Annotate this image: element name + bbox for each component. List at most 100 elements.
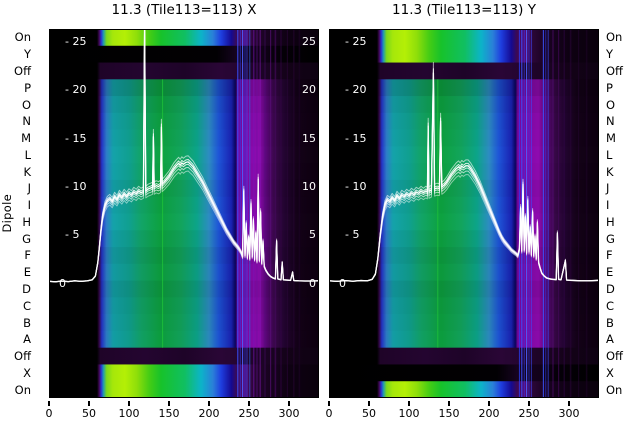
dipole-row-label: Y: [23, 47, 31, 62]
rfi-stripe: [256, 29, 258, 398]
dipole-row-label: Off: [14, 63, 31, 78]
rfi-stripe: [521, 29, 523, 398]
row-dim-overlay: [49, 230, 319, 248]
x-tick: [248, 401, 250, 406]
x-tick-label: 50: [362, 407, 376, 420]
dipole-labels-left: On Y Off P O N M L K J I H G F E D C B A Off X On: [0, 0, 45, 440]
dipole-row-label: On: [606, 382, 623, 397]
dipole-row-label: On: [14, 382, 31, 397]
heatmap-y: [328, 29, 599, 399]
spectrum-trace: [48, 9, 319, 283]
dipole-row-label: P: [24, 80, 31, 95]
heatmap-row-A: [49, 330, 319, 349]
row-dim-overlay: [49, 197, 319, 214]
heatmap-row-P: [49, 79, 319, 97]
heatmap-row-On: [49, 381, 319, 399]
dipole-row-label: H: [22, 214, 31, 229]
dipole-row-label: On: [606, 30, 623, 45]
x-tick: [568, 401, 570, 406]
dipole-row-label: X: [23, 365, 31, 380]
rfi-stripe: [578, 29, 580, 398]
panel-y-title: 11.3 (Tile113=113) Y: [392, 2, 536, 18]
x-tick-label: 300: [558, 407, 580, 420]
rfi-stripe: [280, 29, 282, 398]
rfi-stripe: [563, 29, 565, 398]
rfi-stripe: [274, 29, 277, 398]
rfi-stripe: [530, 29, 532, 398]
dipole-row-label: I: [27, 198, 31, 213]
rfi-stripe: [552, 29, 554, 398]
dipole-row-label: L: [24, 147, 31, 162]
x-tick-label: 100: [118, 407, 140, 420]
x-tick-label: 100: [398, 407, 420, 420]
heatmap-row-N: [49, 112, 319, 131]
dipole-row-label: G: [22, 231, 31, 246]
dipole-row-label: J: [606, 181, 610, 196]
dipole-row-label: K: [23, 164, 31, 179]
rfi-stripe: [528, 29, 530, 398]
x-tick: [288, 401, 290, 406]
row-dim-overlay: [49, 297, 319, 315]
dipole-row-label: E: [606, 265, 614, 280]
x-tick-label: 150: [438, 407, 460, 420]
x-axis-left: 0 50 100 150 200 250 300: [46, 398, 329, 428]
x-tick-label: 300: [278, 407, 300, 420]
rfi-stripe: [523, 29, 525, 398]
dipole-labels-right: On Y Off P O N M L K J I H G F E D C B A Off X On: [603, 0, 640, 440]
heatmap-row-O: [49, 96, 319, 114]
heatmap-row-Off: [49, 62, 319, 80]
dipole-row-label: H: [606, 214, 615, 229]
x-tick: [128, 401, 130, 406]
dipole-row-label: B: [606, 315, 614, 330]
dipole-row-label: J: [27, 181, 31, 196]
x-tick-label: 250: [238, 407, 260, 420]
heatmap-row-J: [49, 179, 319, 198]
x-tick: [528, 401, 530, 406]
row-dim-overlay: [49, 331, 319, 348]
row-dim-overlay: [49, 79, 319, 97]
rfi-stripe: [569, 29, 572, 398]
x-axis-right: 0 50 100 150 200 250 300: [326, 398, 609, 428]
dipole-row-label: O: [606, 97, 616, 112]
row-dim-overlay: [49, 179, 319, 198]
dipole-row-label: X: [606, 365, 614, 380]
heatmap-row-M: [49, 129, 319, 148]
x-tick: [168, 401, 170, 406]
rfi-stripe: [547, 29, 549, 398]
dipole-row-label: L: [606, 147, 613, 162]
dipole-row-label: On: [14, 30, 31, 45]
rfi-stripe: [298, 29, 301, 398]
dipole-row-label: Off: [14, 349, 31, 364]
x-tick: [48, 401, 50, 406]
x-tick-label: 200: [198, 407, 220, 420]
heatmap-row-Y: [49, 45, 319, 64]
row-dim-overlay: [49, 96, 319, 114]
rfi-stripe: [264, 29, 266, 398]
x-tick: [368, 401, 370, 406]
rfi-stripe: [244, 29, 246, 398]
dipole-row-label: F: [606, 248, 613, 263]
rfi-stripe: [542, 29, 544, 398]
dipole-row-label: E: [23, 265, 31, 280]
heatmap-row-X: [49, 364, 319, 382]
row-dim-overlay: [49, 247, 319, 265]
dipole-row-label: M: [606, 131, 616, 145]
rfi-stripe: [239, 29, 241, 398]
spectrum-trace: [328, 61, 599, 282]
dipole-row-label: N: [606, 114, 615, 129]
dipole-row-label: Y: [606, 47, 614, 62]
dipole-row-label: Off: [606, 63, 623, 78]
dipole-row-label: I: [606, 198, 610, 213]
x-tick-label: 0: [45, 407, 53, 420]
x-tick: [208, 401, 210, 406]
rfi-stripe: [253, 29, 255, 398]
x-tick: [408, 401, 410, 406]
row-dim-overlay: [49, 112, 319, 131]
dipole-row-label: O: [21, 97, 31, 112]
dipole-row-label: D: [606, 282, 615, 296]
x-tick: [448, 401, 450, 406]
panel-x-title: 11.3 (Tile113=113) X: [111, 2, 257, 18]
x-tick-label: 200: [478, 407, 500, 420]
heatmap-row-Off: [49, 347, 319, 366]
